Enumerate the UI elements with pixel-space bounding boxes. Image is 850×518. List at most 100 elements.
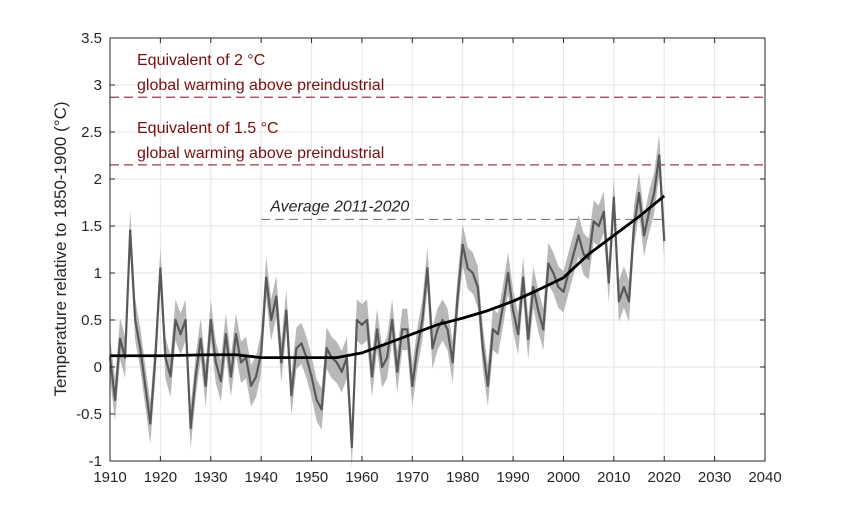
annual-point [406, 328, 409, 331]
annual-point [481, 347, 484, 350]
annual-point [275, 295, 278, 298]
annual-point [219, 380, 222, 383]
annual-point [506, 271, 510, 275]
annual-point [431, 347, 434, 350]
reference-labels: Equivalent of 2 °C global warming above p… [137, 52, 409, 215]
annual-point [129, 229, 132, 232]
annual-point [486, 384, 489, 387]
y-axis-label: Temperature relative to 1850-1900 (°C) [51, 101, 70, 396]
annual-point [547, 262, 550, 265]
annual-point [265, 276, 268, 279]
annual-point [597, 224, 600, 228]
y-tick-label: 2.5 [81, 124, 102, 141]
annual-point [557, 286, 560, 289]
annual-point [592, 220, 595, 223]
annual-point [239, 361, 243, 364]
x-tick-label: 1950 [295, 469, 328, 486]
annual-point [653, 192, 656, 195]
x-tick-label: 2020 [648, 469, 681, 486]
x-tick-label: 1940 [244, 469, 277, 486]
y-tick-label: -1 [89, 453, 102, 470]
annual-point [159, 267, 162, 270]
x-axis-ticks: 1910 1920 1930 1940 1950 1960 1970 1980 1990 2000… [93, 38, 782, 486]
annual-point [280, 361, 283, 364]
x-tick-label: 1990 [496, 469, 529, 486]
annual-point [375, 328, 379, 331]
annual-point [411, 384, 414, 387]
annual-point [118, 337, 122, 340]
annual-point [496, 333, 500, 336]
annual-point [134, 318, 137, 322]
x-tick-label: 1980 [446, 469, 479, 486]
annual-point [663, 239, 666, 242]
y-tick-label: 1.5 [81, 218, 102, 235]
reference-label: global warming above preindustrial [137, 145, 384, 162]
annual-point [642, 234, 646, 237]
x-tick-label: 1920 [144, 469, 177, 486]
annual-point [300, 342, 303, 345]
annual-point [290, 394, 293, 397]
annual-point [466, 267, 469, 270]
annual-point [511, 309, 515, 312]
annual-point [380, 365, 384, 369]
annual-point [144, 384, 147, 387]
reference-label: Equivalent of 1.5 °C [137, 120, 279, 137]
annual-point [562, 290, 565, 293]
annual-point [552, 271, 555, 275]
annual-point [315, 398, 318, 401]
annual-point [194, 375, 197, 378]
annual-point [396, 370, 399, 373]
annual-point [572, 253, 575, 256]
annual-point [527, 337, 530, 340]
annual-point [310, 375, 313, 378]
x-tick-label: 1910 [93, 469, 126, 486]
annual-point [471, 271, 474, 275]
annual-point [522, 276, 525, 279]
annual-point [149, 422, 152, 425]
annual-point [350, 445, 353, 448]
annual-point [179, 333, 182, 336]
annual-point [517, 333, 520, 336]
annual-point [174, 318, 177, 322]
annual-point [648, 210, 651, 213]
annual-point [260, 351, 263, 354]
series-layer [108, 134, 666, 468]
annual-point [446, 328, 449, 331]
annual-point [491, 328, 495, 331]
annual-point [229, 375, 233, 378]
annual-point [476, 286, 479, 289]
annual-point [113, 398, 117, 401]
annual-point [587, 257, 590, 260]
x-tick-label: 1930 [194, 469, 227, 486]
annual-point [335, 361, 338, 364]
annual-point [325, 347, 328, 350]
y-tick-label: 0.5 [81, 312, 102, 329]
annual-point [537, 309, 540, 312]
annual-point [214, 361, 217, 364]
annual-point [461, 243, 464, 246]
x-tick-label: 1960 [345, 469, 378, 486]
reference-label: global warming above preindustrial [137, 77, 384, 94]
x-tick-label: 1970 [396, 469, 429, 486]
annual-point [416, 347, 419, 350]
annual-point [386, 356, 389, 359]
annual-point [295, 347, 298, 350]
annual-point [360, 323, 364, 326]
annual-point [542, 328, 545, 331]
annual-point [270, 318, 273, 322]
annual-point [612, 196, 615, 199]
annual-point [391, 318, 394, 322]
annual-point [421, 318, 424, 322]
annual-point [204, 384, 207, 387]
annual-point [582, 253, 585, 256]
y-tick-label: -0.5 [76, 406, 102, 423]
x-tick-label: 2040 [748, 469, 781, 486]
annual-point [139, 347, 142, 350]
reference-label: Equivalent of 2 °C [137, 52, 265, 69]
y-axis-ticks: -1 -0.5 0 0.5 1 1.5 2 2.5 3 3.5 [76, 30, 765, 470]
annual-point [355, 318, 358, 322]
trend-series-line [110, 194, 666, 360]
annual-point [199, 337, 202, 340]
x-tick-label: 2030 [698, 469, 731, 486]
